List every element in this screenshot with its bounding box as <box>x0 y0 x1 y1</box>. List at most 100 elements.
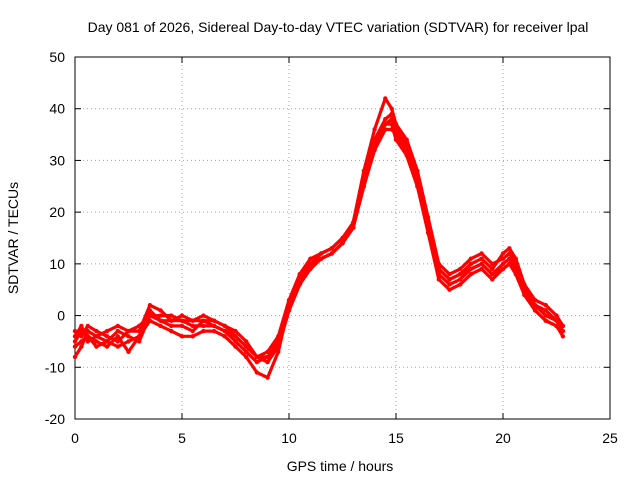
data-point <box>404 153 409 158</box>
data-point <box>201 323 206 329</box>
data-point <box>72 354 78 360</box>
data-point <box>389 106 394 111</box>
data-point <box>94 334 99 339</box>
data-point <box>436 266 441 272</box>
data-point <box>126 339 131 344</box>
data-point <box>286 308 292 313</box>
y-axis-ticks: -20 -10 0 10 20 30 40 50 <box>45 49 610 427</box>
data-point <box>425 225 431 230</box>
data-point <box>72 328 78 334</box>
data-point <box>254 354 260 360</box>
data-point <box>244 349 249 354</box>
y-tick-label: 30 <box>49 152 65 168</box>
data-point <box>265 359 270 365</box>
data-point <box>115 328 121 334</box>
data-point <box>201 313 206 318</box>
data-point <box>351 225 356 230</box>
data-point <box>94 344 99 349</box>
data-point <box>458 277 463 282</box>
data-point <box>389 122 394 127</box>
grid-lines <box>75 57 610 419</box>
data-point <box>436 272 441 277</box>
data-point <box>468 256 474 261</box>
data-point <box>415 184 420 189</box>
data-point <box>468 261 474 267</box>
data-point <box>115 344 121 349</box>
y-tick-label: 10 <box>49 256 65 272</box>
x-tick-label: 10 <box>281 430 297 446</box>
data-point <box>436 277 441 282</box>
data-point <box>308 266 313 272</box>
data-point <box>233 328 238 334</box>
data-point <box>211 323 217 329</box>
data-point <box>79 344 84 349</box>
y-tick-label: -20 <box>45 411 65 427</box>
data-point <box>479 266 484 272</box>
data-point <box>447 287 452 292</box>
data-point <box>137 328 142 334</box>
y-tick-label: 0 <box>57 308 65 324</box>
data-point <box>458 272 463 277</box>
data-point <box>126 349 131 354</box>
data-point <box>179 334 185 339</box>
data-point <box>190 323 195 329</box>
data-point <box>72 334 78 339</box>
x-tick-label: 20 <box>495 430 511 446</box>
data-point <box>507 246 512 251</box>
y-axis-label: SDTVAR / TECUs <box>5 182 21 294</box>
data-point <box>543 313 548 318</box>
data-point <box>507 251 512 256</box>
data-point <box>458 282 463 287</box>
data-point <box>393 137 399 142</box>
data-point <box>500 266 506 272</box>
data-point <box>383 122 388 127</box>
data-point <box>126 328 131 334</box>
data-point <box>233 339 238 344</box>
data-point <box>458 266 463 272</box>
data-point <box>115 334 121 339</box>
data-point <box>211 328 217 334</box>
y-tick-label: -10 <box>45 359 65 375</box>
x-tick-label: 0 <box>71 430 79 446</box>
data-point <box>179 323 185 329</box>
data-point <box>560 334 566 339</box>
data-point <box>85 339 91 344</box>
y-tick-label: 40 <box>49 101 65 117</box>
plot-frame <box>74 56 611 420</box>
data-point <box>554 318 559 323</box>
data-point <box>490 266 495 272</box>
data-point <box>85 334 91 339</box>
data-point <box>500 256 506 261</box>
data-point <box>169 328 174 334</box>
data-point <box>233 344 238 349</box>
data-point <box>179 318 185 323</box>
data-point <box>254 370 260 375</box>
data-point <box>211 318 217 323</box>
data-point <box>169 313 174 318</box>
data-point <box>254 359 260 365</box>
data-point <box>190 328 195 334</box>
x-tick-label: 5 <box>178 430 186 446</box>
data-point <box>383 116 388 122</box>
y-tick-label: 50 <box>49 49 65 65</box>
data-point <box>318 256 324 261</box>
data-point <box>79 339 84 344</box>
data-point <box>265 375 270 380</box>
data-point <box>222 334 227 339</box>
data-point <box>94 339 99 344</box>
data-point <box>104 334 110 339</box>
data-point <box>507 261 512 267</box>
data-point <box>147 303 153 308</box>
data-point <box>158 318 163 323</box>
data-point <box>361 178 367 184</box>
data-point <box>190 334 195 339</box>
data-point <box>340 241 345 246</box>
data-point <box>468 272 474 277</box>
data-point <box>104 328 110 334</box>
data-point <box>513 266 518 272</box>
data-point <box>447 277 452 282</box>
data-point <box>104 344 110 349</box>
data-point <box>244 354 249 360</box>
data-point <box>507 256 512 261</box>
